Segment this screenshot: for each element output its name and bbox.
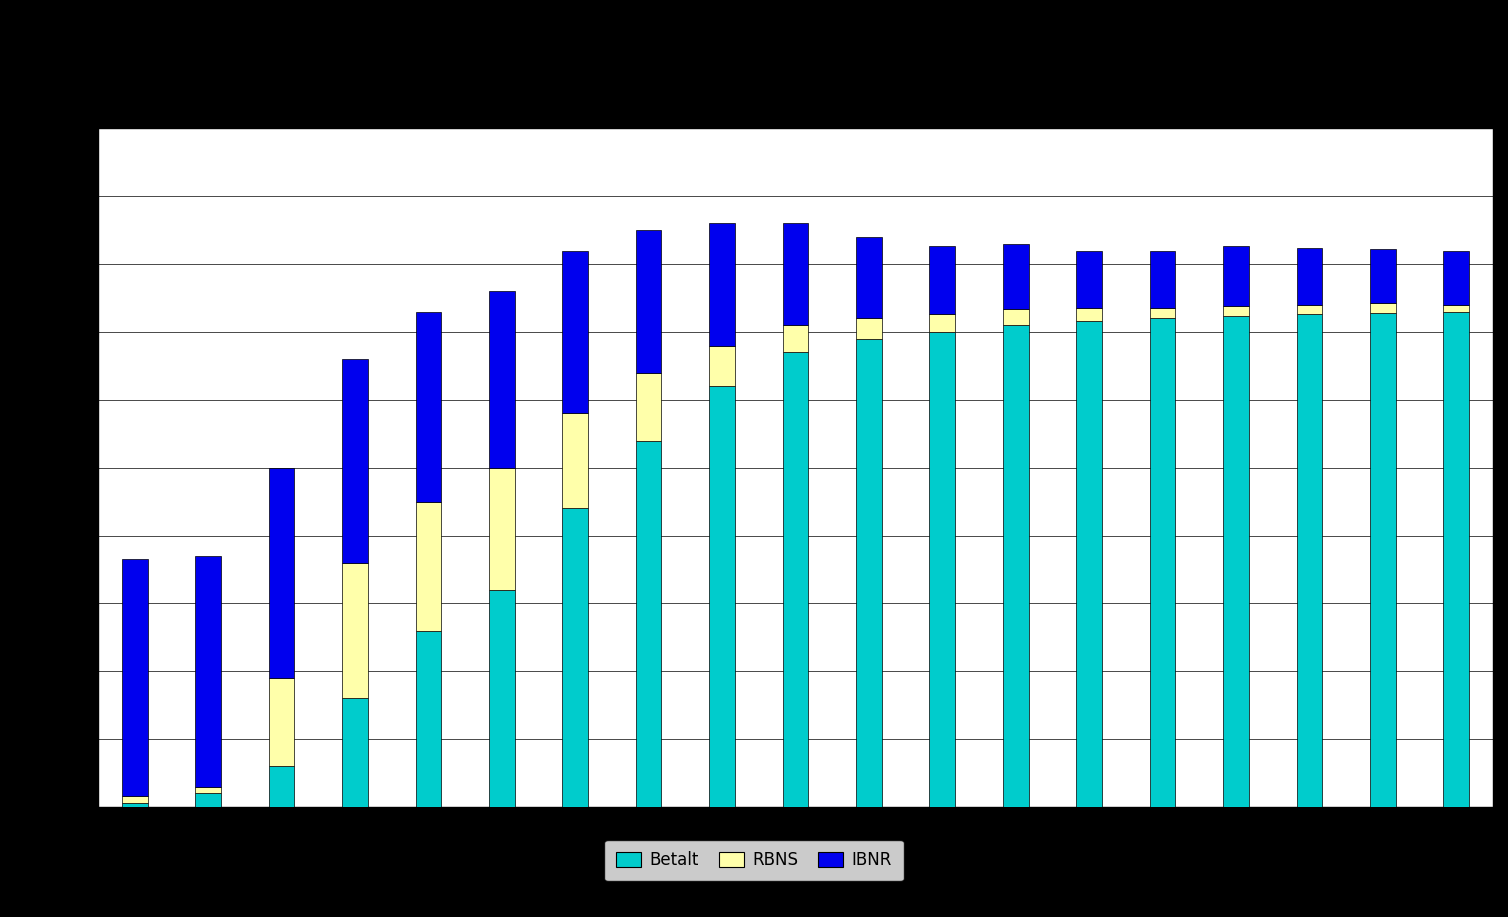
Bar: [1077, 321, 1102, 807]
Bar: [122, 558, 148, 796]
Bar: [1369, 249, 1395, 304]
Bar: [636, 440, 662, 807]
Bar: [268, 468, 294, 678]
Bar: [636, 230, 662, 372]
Bar: [709, 346, 734, 386]
Bar: [196, 793, 222, 807]
Bar: [1369, 313, 1395, 807]
Bar: [196, 556, 222, 787]
Bar: [1297, 248, 1323, 304]
Bar: [783, 224, 808, 326]
Legend: Betalt, RBNS, IBNR: Betalt, RBNS, IBNR: [605, 840, 903, 881]
Bar: [489, 590, 514, 807]
Bar: [268, 767, 294, 807]
Bar: [1149, 307, 1175, 318]
Bar: [929, 315, 955, 332]
Bar: [1003, 244, 1028, 309]
Bar: [342, 359, 368, 563]
Bar: [342, 563, 368, 699]
Bar: [1149, 250, 1175, 307]
Bar: [196, 787, 222, 793]
Bar: [1149, 318, 1175, 807]
Bar: [562, 414, 588, 508]
Bar: [636, 372, 662, 440]
Bar: [1223, 247, 1249, 306]
Bar: [1443, 312, 1469, 807]
Bar: [783, 352, 808, 807]
Bar: [562, 508, 588, 807]
Bar: [1297, 304, 1323, 315]
Bar: [416, 502, 442, 631]
Bar: [268, 678, 294, 767]
Bar: [929, 247, 955, 315]
Bar: [857, 338, 882, 807]
Bar: [1369, 304, 1395, 313]
Bar: [1443, 250, 1469, 304]
Bar: [489, 292, 514, 468]
Bar: [929, 332, 955, 807]
Bar: [857, 237, 882, 318]
Bar: [342, 699, 368, 807]
Bar: [1003, 309, 1028, 326]
Bar: [489, 468, 514, 590]
Bar: [416, 312, 442, 502]
Bar: [1077, 307, 1102, 321]
Bar: [1003, 326, 1028, 807]
Bar: [122, 796, 148, 803]
Bar: [1223, 315, 1249, 807]
Bar: [857, 318, 882, 338]
Bar: [562, 250, 588, 414]
Bar: [416, 631, 442, 807]
Bar: [709, 224, 734, 346]
Bar: [1297, 315, 1323, 807]
Bar: [783, 326, 808, 352]
Bar: [709, 386, 734, 807]
Bar: [1223, 306, 1249, 315]
Bar: [1077, 250, 1102, 307]
Bar: [1443, 304, 1469, 312]
Bar: [122, 803, 148, 807]
